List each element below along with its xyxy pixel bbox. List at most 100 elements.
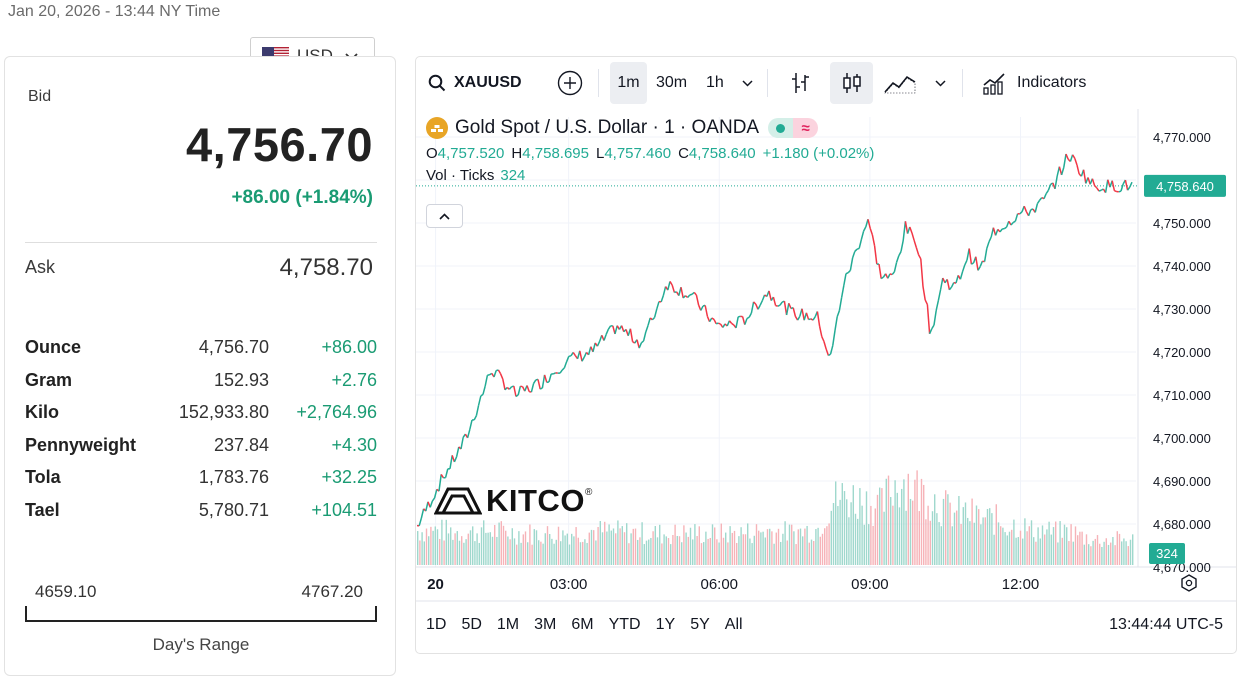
volume-bar [1033,537,1034,565]
volume-bar [567,534,568,565]
price-segment [916,248,918,255]
price-segment [714,319,716,323]
volume-bar [1066,527,1067,565]
area-chart-type-button[interactable] [884,62,916,104]
interval-30m[interactable]: 30m [656,62,687,104]
volume-bar [932,511,933,565]
volume-bar [732,533,733,565]
price-segment [468,430,470,438]
volume-bar [998,522,999,565]
volume-bar [868,524,869,565]
range-1m[interactable]: 1M [497,616,519,634]
range-ytd[interactable]: YTD [609,616,641,634]
volume-bar [560,541,561,565]
volume-bar [1057,542,1058,565]
candles-chart-type-button[interactable] [830,62,873,104]
range-1d[interactable]: 1D [426,616,446,634]
range-all[interactable]: All [725,616,743,634]
volume-bar [989,508,990,565]
volume-bar [831,511,832,565]
volume-bar [811,540,812,565]
price-segment [1119,191,1121,192]
ask-label: Ask [25,257,55,278]
price-segment [760,301,762,306]
volume-bar [745,534,746,565]
volume-bar [738,536,739,565]
volume-bar [600,521,601,565]
price-segment [910,227,912,233]
volume-bar [978,509,979,565]
range-1y[interactable]: 1Y [656,616,676,634]
interval-dropdown[interactable] [742,62,753,104]
volume-bar [817,528,818,565]
volume-bar [1042,525,1043,565]
volume-bar [1068,541,1069,565]
volume-bar [465,539,466,565]
volume-bar [707,539,708,565]
price-segment [545,375,547,383]
interval-1h[interactable]: 1h [706,62,724,104]
bar-chart-type-button[interactable] [790,62,812,104]
volume-bar [923,485,924,565]
price-segment [848,270,850,272]
price-segment [1114,191,1116,192]
range-5y[interactable]: 5Y [690,616,710,634]
settings-icon[interactable] [1182,575,1196,591]
bid-change: +86.00 (+1.84%) [231,187,373,209]
day-range-low: 4659.10 [35,582,96,602]
price-segment [454,457,456,462]
range-3m[interactable]: 3M [534,616,556,634]
volume-bar [969,521,970,565]
price-segment [589,347,591,355]
range-5d[interactable]: 5D [461,616,481,634]
price-segment [835,317,837,331]
volume-bar [1075,526,1076,565]
volume-bar [1123,538,1124,565]
ohlc-h-value: 4,758.695 [522,145,589,162]
price-segment [1015,214,1017,221]
volume-bar [846,499,847,565]
price-segment [934,310,936,325]
price-segment [663,287,665,296]
price-segment [646,326,648,332]
market-status-pill[interactable]: ≈ [768,118,818,138]
volume-bar [765,537,766,565]
volume-bar [556,540,557,565]
volume-bar [782,534,783,565]
volume-bar [723,538,724,565]
price-segment [864,227,866,231]
price-segment [903,221,905,240]
range-6m[interactable]: 6M [571,616,593,634]
price-segment [1044,194,1046,199]
unit-change: +104.51 [311,500,377,521]
volume-badge-text: 324 [1156,546,1178,561]
unit-change: +2,764.96 [296,402,377,423]
price-segment [727,321,729,326]
volume-bar [721,524,722,565]
volume-bar [848,517,849,565]
volume-bar [908,474,909,565]
chart-type-dropdown[interactable] [935,62,946,104]
price-segment [789,303,791,308]
volume-bar [536,530,537,565]
y-tick-label: 4,770.000 [1153,130,1211,145]
volume-bar [996,504,997,565]
indicators-button[interactable]: Indicators [982,62,1086,104]
volume-bar [580,542,581,565]
volume-bar [641,522,642,565]
interval-1m[interactable]: 1m [610,62,647,104]
volume-bar [492,537,493,565]
compare-button[interactable] [557,62,583,104]
price-segment [622,326,624,332]
volume-bar [417,531,418,565]
volume-bar [912,501,913,565]
volume-bar [839,500,840,565]
volume-bar [591,530,592,565]
day-range-high: 4767.20 [302,582,363,602]
x-tick-label: 09:00 [851,576,889,593]
volume-bar [888,476,889,565]
volume-bar [725,533,726,565]
volume-bar [864,525,865,565]
symbol-search[interactable]: XAUUSD [428,62,522,104]
collapse-legend-button[interactable] [426,204,463,228]
